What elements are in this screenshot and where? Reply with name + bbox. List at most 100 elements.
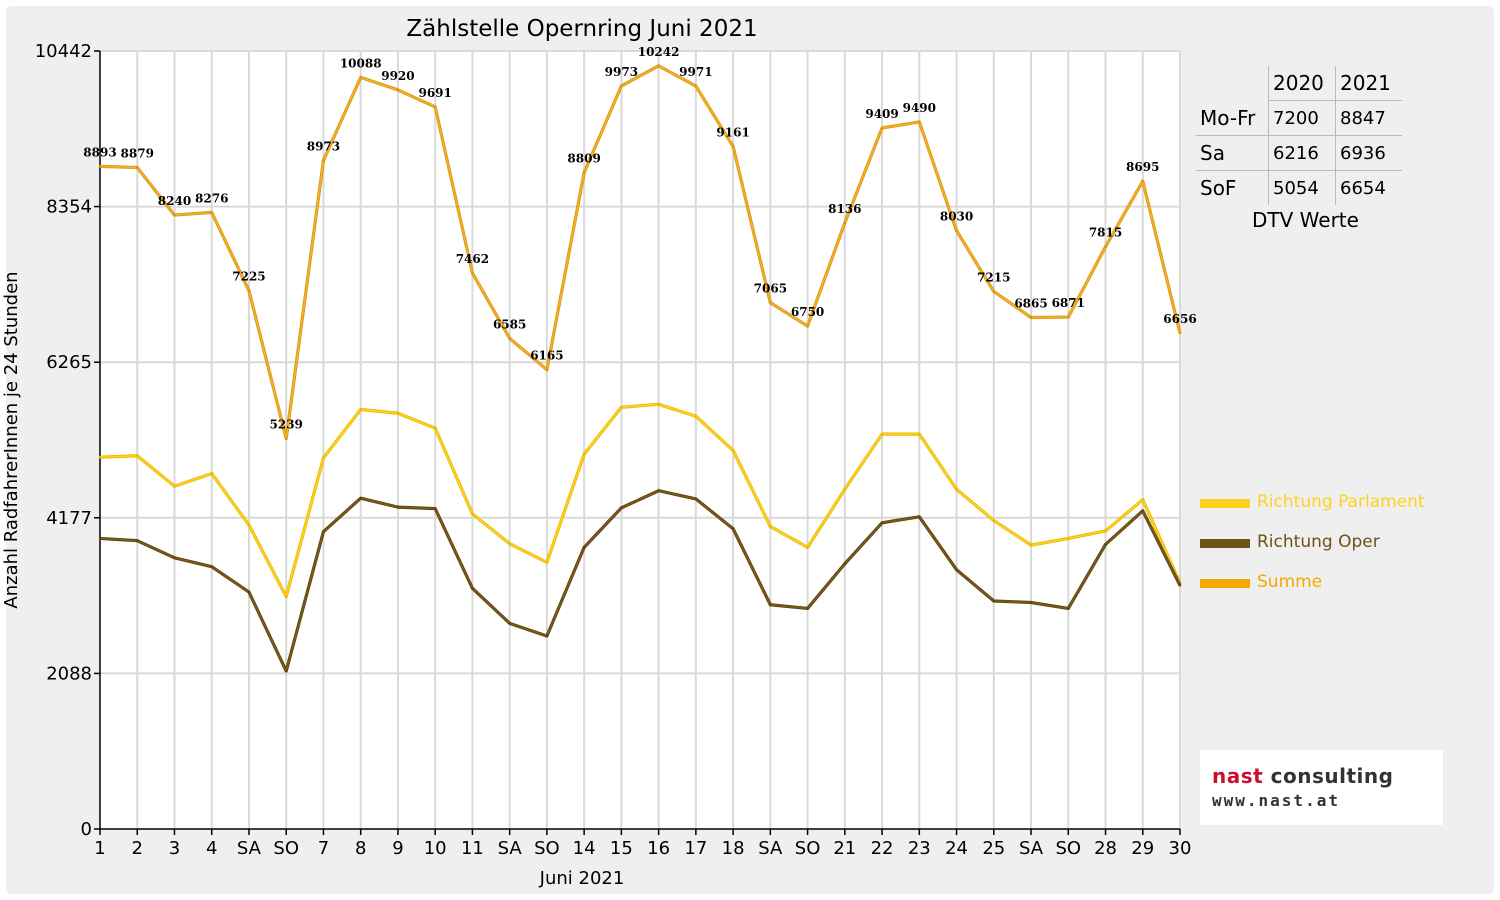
x-tick-label: 21 xyxy=(833,838,856,859)
x-tick-label: 24 xyxy=(945,838,968,859)
data-point-richtung-oper xyxy=(1067,607,1070,610)
x-tick-label: SA xyxy=(498,838,523,859)
legend-swatch-parlament xyxy=(1200,499,1250,508)
data-point-summe xyxy=(210,211,213,214)
data-label: 8809 xyxy=(567,152,600,166)
data-point-richtung-oper xyxy=(992,599,995,603)
data-label: 6750 xyxy=(791,305,824,319)
data-point-richtung-oper xyxy=(285,669,288,673)
data-label: 9920 xyxy=(381,69,414,83)
dtv-cell: 8847 xyxy=(1335,100,1402,136)
data-point-richtung-parlament xyxy=(918,432,921,436)
series-line-richtung-parlament xyxy=(99,403,1181,598)
x-tick-label: SO xyxy=(273,838,299,859)
data-point-richtung-parlament xyxy=(769,525,772,528)
data-label: 8973 xyxy=(307,139,340,153)
nast-consulting-logo: nast consulting www.nast.at xyxy=(1200,750,1443,825)
dtv-cell: 6216 xyxy=(1268,135,1336,171)
data-point-richtung-oper xyxy=(173,556,176,559)
data-point-richtung-oper xyxy=(433,507,437,510)
data-point-summe xyxy=(136,166,139,169)
dtv-col-2020: 2020 xyxy=(1268,66,1336,101)
logo-url: www.nast.at xyxy=(1212,791,1340,810)
data-label: 9973 xyxy=(605,65,638,79)
legend-swatch-oper xyxy=(1200,539,1250,548)
legend-label-oper: Richtung Oper xyxy=(1257,532,1380,552)
data-point-richtung-oper xyxy=(98,537,102,540)
dtv-cell: 6936 xyxy=(1335,135,1402,171)
data-point-richtung-oper xyxy=(136,539,139,542)
x-tick-label: 7 xyxy=(318,838,329,859)
data-point-richtung-oper xyxy=(769,603,772,606)
data-point-richtung-oper xyxy=(955,568,958,571)
data-point-summe xyxy=(620,84,623,88)
data-point-richtung-oper xyxy=(657,489,660,492)
data-point-richtung-parlament xyxy=(471,512,474,516)
y-tick-label: 10442 xyxy=(35,41,92,62)
data-point-summe xyxy=(582,171,586,174)
y-tick-label: 4177 xyxy=(46,508,92,529)
data-point-richtung-oper xyxy=(880,521,884,524)
x-tick-label: SO xyxy=(1055,838,1081,859)
legend-swatch-summe xyxy=(1200,579,1250,588)
data-label: 7065 xyxy=(754,282,787,296)
data-label: 6865 xyxy=(1014,297,1047,311)
legend-label-parlament: Richtung Parlament xyxy=(1257,492,1425,512)
y-tick-label: 6265 xyxy=(46,352,92,373)
data-point-richtung-parlament xyxy=(582,453,586,456)
logo-wordmark-part1: nast xyxy=(1212,764,1264,788)
data-point-richtung-parlament xyxy=(396,412,400,415)
dtv-cell: 6654 xyxy=(1335,170,1402,205)
x-tick-label: 25 xyxy=(982,838,1005,859)
x-tick-label: SO xyxy=(795,838,821,859)
y-tick-label: 8354 xyxy=(46,197,92,218)
x-tick-label: 18 xyxy=(722,838,745,859)
data-point-summe xyxy=(1067,315,1070,319)
logo-wordmark: nast consulting xyxy=(1212,764,1393,788)
data-point-summe xyxy=(247,289,251,292)
data-point-richtung-parlament xyxy=(843,488,847,491)
data-point-richtung-oper xyxy=(1178,584,1182,587)
data-label: 9161 xyxy=(716,125,749,139)
data-point-summe xyxy=(1029,316,1033,319)
data-point-richtung-oper xyxy=(1104,543,1107,546)
data-label: 8240 xyxy=(158,194,191,208)
data-point-richtung-oper xyxy=(545,634,549,638)
x-tick-label: 9 xyxy=(392,838,403,859)
data-point-richtung-parlament xyxy=(880,432,884,436)
data-label: 8893 xyxy=(83,145,116,159)
data-point-summe xyxy=(173,213,176,217)
data-point-summe xyxy=(731,145,735,148)
dtv-row-label: SoF xyxy=(1200,176,1237,200)
x-tick-label: 14 xyxy=(573,838,596,859)
data-point-richtung-oper xyxy=(471,587,474,590)
data-point-summe xyxy=(955,229,958,232)
legend-item-summe: Summe xyxy=(1200,570,1500,594)
data-point-summe xyxy=(769,301,772,304)
plot-background xyxy=(100,51,1180,829)
legend-item-oper: Richtung Oper xyxy=(1200,530,1500,554)
data-point-summe xyxy=(396,88,400,92)
x-tick-label: 2 xyxy=(132,838,143,859)
data-label: 9409 xyxy=(865,107,898,121)
data-label: 5239 xyxy=(270,418,303,432)
data-point-summe xyxy=(471,271,474,275)
data-point-summe xyxy=(657,64,660,68)
data-point-richtung-oper xyxy=(620,506,623,510)
x-tick-label: 17 xyxy=(684,838,707,859)
data-label: 9691 xyxy=(418,86,451,100)
data-point-summe xyxy=(545,368,549,371)
x-tick-label: 8 xyxy=(355,838,366,859)
data-label: 7215 xyxy=(977,270,1010,284)
data-point-summe xyxy=(918,120,921,124)
x-tick-label: SA xyxy=(1019,838,1044,859)
data-point-richtung-oper xyxy=(247,590,251,594)
dtv-table: 2020 2021 Mo-Fr 7200 8847 Sa 6216 6936 S… xyxy=(1196,66,1402,205)
data-label: 8136 xyxy=(828,202,861,216)
data-label: 7462 xyxy=(456,252,489,266)
data-point-richtung-parlament xyxy=(210,472,213,475)
data-point-summe xyxy=(880,126,884,130)
data-point-richtung-oper xyxy=(1029,601,1033,604)
data-point-richtung-oper xyxy=(359,496,362,500)
legend-item-parlament: Richtung Parlament xyxy=(1200,490,1500,514)
